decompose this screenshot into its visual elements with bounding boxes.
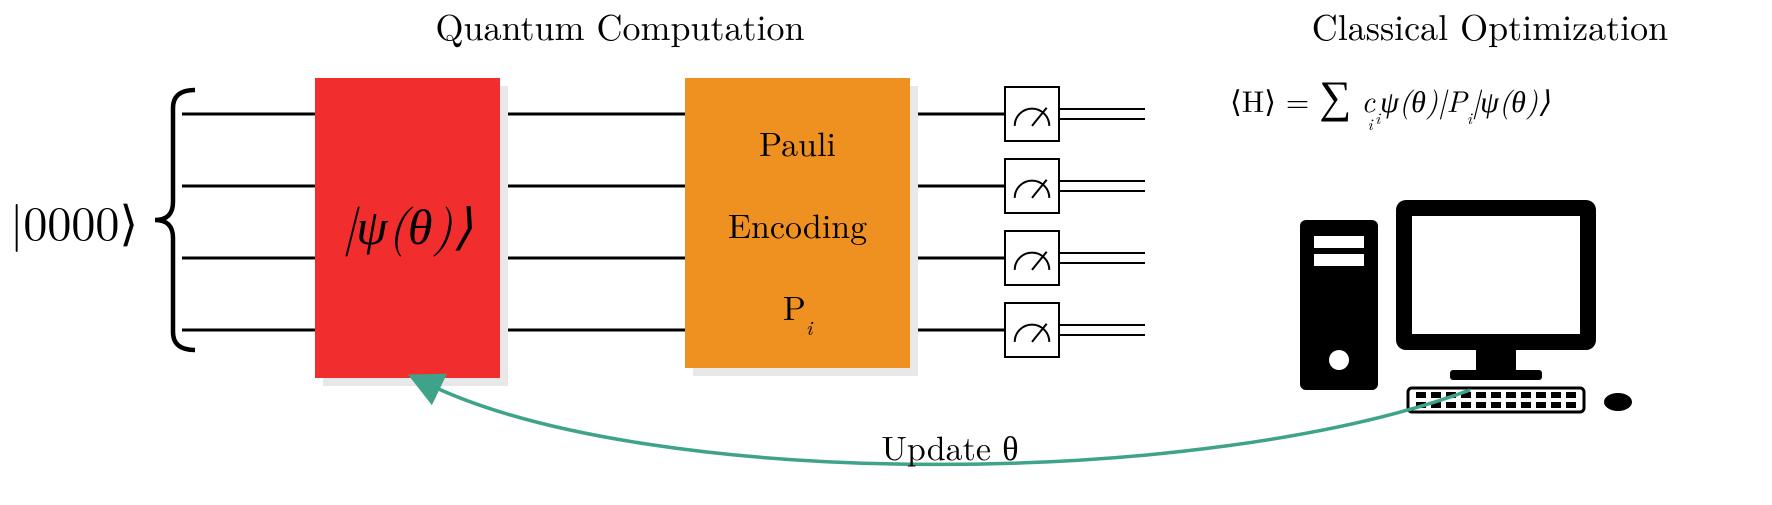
ansatz-label: |ψ(θ)⟩	[343, 188, 473, 259]
classical-optimization-title: Classical Optimization	[1312, 0, 1668, 51]
update-theta-label: Update θ	[881, 422, 1018, 470]
measurement-box-1	[1005, 159, 1059, 213]
measurement-box-2	[1005, 231, 1059, 285]
pauli-line1: Pauli	[759, 118, 836, 166]
measurement-box-0	[1005, 87, 1059, 141]
quantum-computation-title: Quantum Computation	[435, 0, 804, 51]
initial-state-label: |0000⟩	[10, 186, 138, 254]
measurement-box-3	[1005, 303, 1059, 357]
pauli-line2: Encoding	[728, 200, 867, 248]
